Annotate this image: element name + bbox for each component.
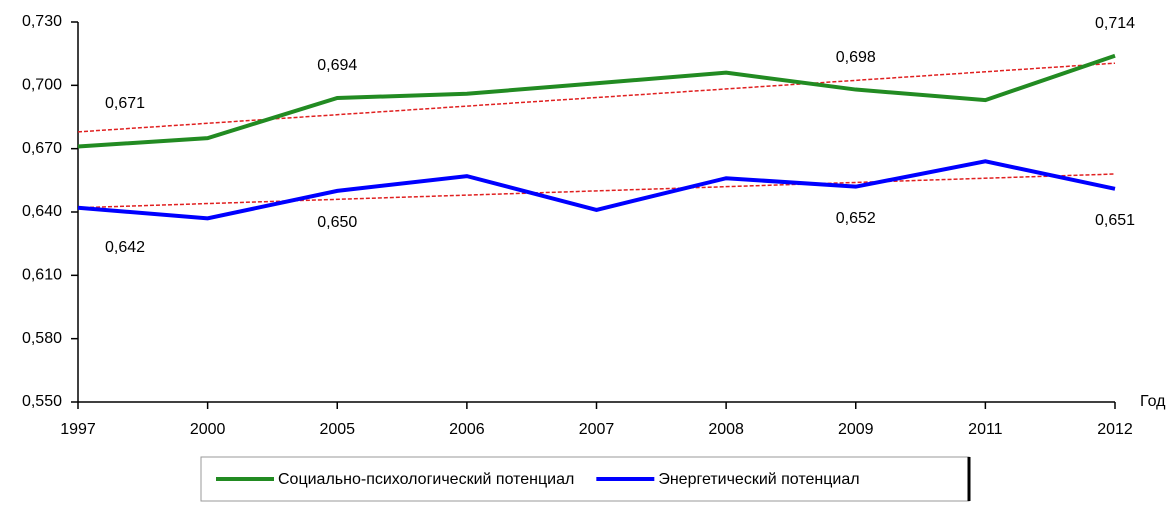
x-tick-label: 2008 [708,421,744,438]
x-tick-label: 2005 [319,421,355,438]
x-tick-label: 2000 [190,421,226,438]
x-tick-label: 2009 [838,421,874,438]
y-tick-label: 0,730 [22,13,62,30]
x-tick-label: 1997 [60,421,96,438]
data-label: 0,714 [1095,15,1135,32]
y-tick-label: 0,580 [22,330,62,347]
x-tick-label: 2007 [579,421,615,438]
data-label: 0,671 [105,95,145,112]
x-tick-label: 2006 [449,421,485,438]
data-label: 0,652 [836,210,876,227]
legend-label: Энергетический потенциал [658,471,859,488]
trendline [77,173,1116,209]
y-tick-label: 0,670 [22,140,62,157]
y-tick-label: 0,550 [22,393,62,410]
x-axis-label: Год [1140,393,1166,410]
y-tick-label: 0,640 [22,203,62,220]
data-label: 0,698 [836,49,876,66]
y-tick-label: 0,610 [22,267,62,284]
line [77,159,1116,221]
legend-label: Социально-психологический потенциал [278,471,574,488]
data-label: 0,694 [317,57,357,74]
trendline [77,62,1116,133]
x-tick-label: 2012 [1097,421,1133,438]
data-label: 0,642 [105,239,145,256]
y-tick-label: 0,700 [22,77,62,94]
legend-box [200,456,970,502]
line [77,53,1116,149]
x-tick-label: 2011 [968,421,1003,438]
data-label: 0,650 [317,214,357,231]
data-label: 0,651 [1095,212,1135,229]
